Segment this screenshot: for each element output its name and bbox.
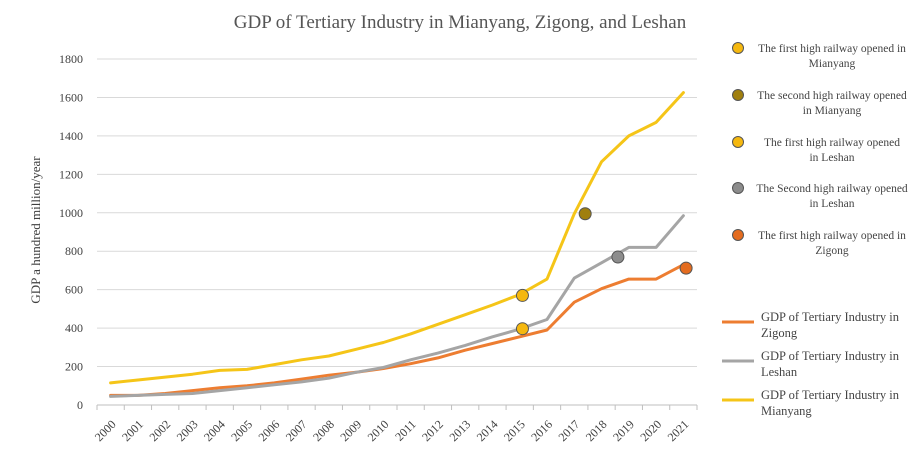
marker-legend: The first high railway opened in Mianyang… (732, 42, 908, 257)
x-tick-label: 2014 (474, 417, 501, 444)
y-tick-label: 800 (65, 244, 83, 258)
marker-legend-label: The first high railway opened (764, 137, 900, 149)
series-line-mianyang (109, 91, 685, 385)
x-tick-label: 2002 (146, 417, 173, 444)
marker-legend-label: The second high railway opened (757, 90, 907, 102)
line-legend-label: GDP of Tertiary Industry in (761, 310, 900, 324)
y-axis-label: GDP a hundred million/year (28, 156, 43, 304)
line-legend-label: GDP of Tertiary Industry in (761, 349, 900, 363)
x-tick-label: 2015 (501, 417, 528, 444)
x-tick-label: 2008 (310, 417, 337, 444)
x-tick-label: 2018 (583, 417, 610, 444)
marker-legend-label: in Leshan (809, 152, 854, 164)
chart-title: GDP of Tertiary Industry in Mianyang, Zi… (234, 12, 687, 33)
event-markers (515, 207, 693, 336)
marker-legend-label: in Mianyang (803, 105, 862, 117)
series-line-zigong (109, 263, 685, 397)
marker-legend-label: The Second high railway opened (756, 183, 908, 195)
event-marker (578, 207, 592, 221)
event-marker (515, 322, 529, 336)
marker-legend-label: The first high railway opened in (758, 43, 906, 55)
marker-legend-symbol (732, 136, 744, 148)
x-tick-label: 2020 (637, 417, 664, 444)
line-legend-label: Leshan (761, 365, 798, 379)
line-legend-label: GDP of Tertiary Industry in (761, 388, 900, 402)
event-marker (515, 288, 529, 302)
x-axis-ticks: 2000 2001 2002 2003 2004 2005 2006 2007 2008 2009… (92, 405, 698, 444)
y-tick-label: 1800 (59, 52, 83, 66)
x-tick-label: 2013 (446, 417, 473, 444)
y-tick-label: 200 (65, 360, 83, 374)
x-tick-label: 2000 (92, 417, 119, 444)
x-tick-label: 2012 (419, 417, 446, 444)
x-tick-label: 2004 (201, 417, 228, 444)
x-tick-label: 2001 (119, 417, 146, 444)
line-legend: GDP of Tertiary Industry in Zigong GDP of … (722, 310, 900, 418)
x-tick-label: 2009 (337, 417, 364, 444)
x-tick-label: 2010 (365, 417, 392, 444)
marker-legend-label: in Leshan (809, 198, 854, 210)
y-tick-label: 0 (77, 398, 83, 412)
y-tick-label: 1600 (59, 90, 83, 104)
series-lines (109, 91, 685, 398)
y-tick-label: 1200 (59, 167, 83, 181)
line-legend-label: Zigong (761, 326, 798, 340)
marker-legend-symbol (732, 182, 744, 194)
y-axis-ticks: 0 200 400 600 800 1000 1200 1400 1600 1800 (59, 52, 83, 412)
x-tick-label: 2005 (228, 417, 255, 444)
y-tick-label: 1000 (59, 206, 83, 220)
x-tick-label: 2007 (283, 417, 310, 444)
x-tick-label: 2011 (392, 417, 419, 444)
y-tick-label: 1400 (59, 129, 83, 143)
x-tick-label: 2016 (528, 417, 555, 444)
y-tick-label: 400 (65, 321, 83, 335)
line-legend-label: Mianyang (761, 404, 812, 418)
marker-legend-label: Zigong (815, 245, 848, 257)
x-tick-label: 2017 (556, 417, 583, 444)
marker-legend-symbol (732, 89, 744, 101)
x-tick-label: 2021 (665, 417, 692, 444)
x-tick-label: 2006 (256, 417, 283, 444)
event-marker (611, 250, 625, 264)
y-tick-label: 600 (65, 283, 83, 297)
marker-legend-symbol (732, 229, 744, 241)
marker-legend-label: Mianyang (809, 58, 856, 70)
x-tick-label: 2019 (610, 417, 637, 444)
marker-legend-label: The first high railway opened in (758, 230, 906, 242)
event-marker (679, 261, 693, 275)
marker-legend-symbol (732, 42, 744, 54)
series-line-leshan (109, 214, 685, 398)
gridlines (97, 58, 697, 406)
x-tick-label: 2003 (174, 417, 201, 444)
